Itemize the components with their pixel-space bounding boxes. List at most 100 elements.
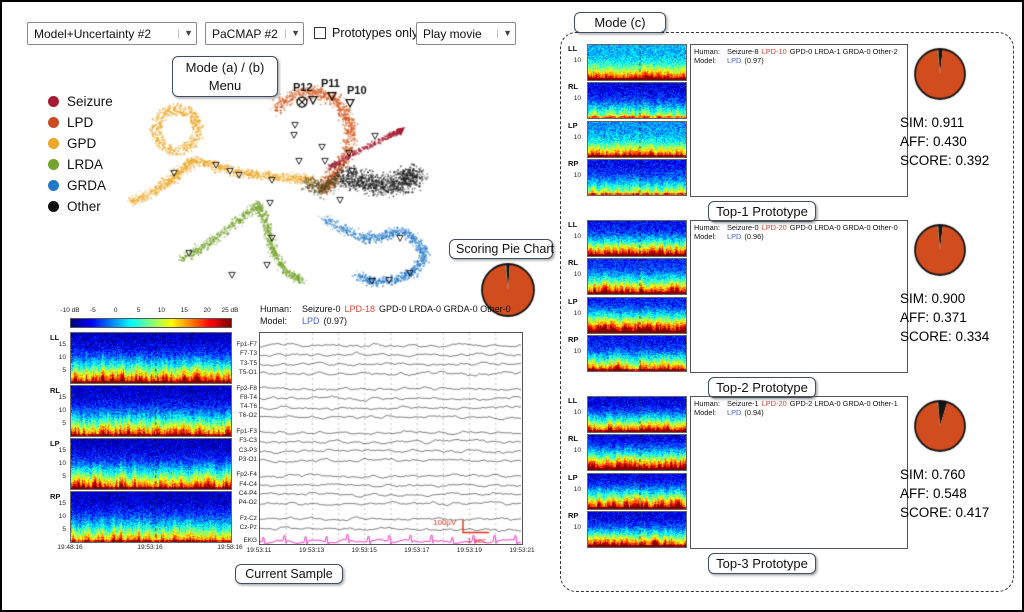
- scoring-pie-label: Scoring Pie Chart: [449, 239, 554, 259]
- current-eeg-panel[interactable]: [259, 332, 523, 545]
- proto-score-block: SIM: 0.760 AFF: 0.548 SCORE: 0.417: [900, 466, 989, 523]
- proto-spec-ytick: 10: [573, 309, 581, 317]
- proto-aff-value: AFF: 0.371: [900, 309, 967, 325]
- proto-spectrogram-lp: [587, 472, 687, 510]
- legend-item-label: LRDA: [67, 157, 104, 172]
- proto-spec-group-label-rp: RP: [568, 510, 579, 520]
- proto-spec-group-label-ll: LL: [568, 220, 578, 229]
- eeg-channel-label: C3-P3: [238, 446, 257, 454]
- proto-score-value: SCORE: 0.334: [900, 328, 990, 344]
- human-count-lpd: LPD-20: [761, 223, 787, 232]
- spectrogram-time-tick: 19:58:16: [217, 544, 243, 551]
- legend-item-lrda: LRDA: [48, 154, 113, 175]
- embedding-select[interactable]: PaCMAP #2 ▼: [205, 22, 304, 45]
- colorbar-tick: 20: [203, 307, 211, 314]
- legend-swatch-icon: [48, 138, 59, 149]
- proto-score-block: SIM: 0.911 AFF: 0.430 SCORE: 0.392: [900, 114, 989, 171]
- colorbar-tick: 5: [136, 307, 141, 314]
- proto-spec-group-label-rp: RP: [568, 334, 579, 344]
- chevron-down-icon: ▼: [497, 29, 512, 38]
- spectrogram-time-tick: 19:53:16: [137, 544, 163, 551]
- eeg-time-tick: 19:53:11: [246, 547, 272, 554]
- eeg-channel-label: C4-P4: [238, 489, 257, 497]
- proto-eeg-panel[interactable]: Human: Seizure-8 LPD-10 GPD-0 LRDA-1 GRDA-0…: [690, 44, 908, 197]
- eeg-channel-label: Fp1-F3: [236, 427, 257, 435]
- proto-spec-ytick: 10: [573, 447, 581, 455]
- current-sample-label-text: Current Sample: [245, 567, 333, 581]
- mode-c-label: Mode (c): [574, 12, 666, 33]
- current-sample-label: Current Sample: [235, 564, 343, 584]
- spectrogram-ytick: 15: [58, 447, 66, 454]
- proto-pie-chart: [912, 222, 968, 278]
- legend-swatch-icon: [48, 180, 59, 191]
- eeg-channel-label: P4-O2: [238, 499, 257, 507]
- eeg-time-tick: 19:53:17: [404, 547, 430, 554]
- spectrogram-group-label-rp: RP: [50, 492, 61, 501]
- spectrogram-ytick: 10: [58, 513, 66, 520]
- human-count-rest: GPD-2 LRDA-0 GRDA-0 Other-1: [789, 399, 898, 408]
- model-label: Model:: [260, 316, 288, 326]
- spectrogram-ll: [70, 332, 232, 384]
- proto-eeg-panel[interactable]: Human: Seizure-1 LPD-20 GPD-2 LRDA-0 GRDA-0…: [690, 396, 908, 549]
- proto-spectrogram-rp: [587, 510, 687, 548]
- proto-eeg-traces: [691, 45, 907, 196]
- proto-spec-group-label-rp: RP: [568, 158, 579, 168]
- model-confidence: (0.97): [744, 56, 764, 65]
- mode-c-panel-border: [560, 32, 1014, 592]
- proto-spec-ytick: 10: [573, 485, 581, 493]
- movie-select-value: Play movie: [423, 26, 482, 41]
- eeg-time-tick: 19:53:21: [509, 547, 535, 554]
- model-confidence: (0.94): [744, 408, 764, 417]
- proto-title-label: Top-2 Prototype: [708, 377, 816, 398]
- spectrogram-ytick: 10: [58, 354, 66, 361]
- proto-spec-ytick: 10: [573, 95, 581, 103]
- legend-item-grda: GRDA: [48, 175, 113, 196]
- prototypes-only-group: Prototypes only: [314, 26, 418, 40]
- pacmap-embedding-plot[interactable]: [117, 68, 537, 308]
- eeg-channel-label: T4-T6: [239, 403, 257, 411]
- proto-human-line: Human: Seizure-0 LPD-20 GPD-0 LRDA-0 GRDA-0…: [694, 223, 898, 232]
- eeg-channel-label: F8-T4: [239, 393, 257, 401]
- model-select[interactable]: Model+Uncertainty #2 ▼: [27, 22, 197, 45]
- spectrogram-time-tick: 19:48:16: [57, 544, 83, 551]
- movie-select[interactable]: Play movie ▼: [416, 22, 516, 45]
- proto-spec-ytick: 10: [573, 409, 581, 416]
- proto-spec-group-label-lp: LP: [568, 296, 578, 306]
- proto-spec-group-label-lp: LP: [568, 472, 578, 482]
- proto-spec-group-label-rl: RL: [568, 434, 578, 444]
- eeg-channel-label: T3-T5: [239, 359, 257, 367]
- proto-spectrogram-rp: [587, 334, 687, 372]
- eeg-time-tick: 19:53:19: [456, 547, 483, 554]
- prototypes-only-checkbox[interactable]: [314, 27, 326, 39]
- colorbar-tick: 15: [180, 307, 188, 314]
- proto-aff-value: AFF: 0.548: [900, 485, 967, 501]
- eeg-channel-label: Fp2-F8: [236, 384, 257, 392]
- proto-spectrogram-lp: [587, 296, 687, 334]
- spectrogram-rp: [70, 491, 232, 543]
- proto-spec-group-label-ll: LL: [568, 44, 578, 53]
- model-label: Model:: [694, 408, 717, 417]
- model-confidence: (0.97): [323, 316, 348, 326]
- eeg-channel-label: F7-T3: [239, 350, 257, 358]
- current-human-line: Human: Seizure-0 LPD-18 GPD-0 LRDA-0 GRD…: [260, 304, 511, 314]
- proto-spectrogram-rl: [587, 434, 687, 472]
- eeg-channel-label: Fz-Cz: [239, 514, 257, 522]
- model-select-value: Model+Uncertainty #2: [34, 26, 152, 41]
- human-count-seizure: Seizure-0: [727, 223, 759, 232]
- proto-eeg-panel[interactable]: Human: Seizure-0 LPD-20 GPD-0 LRDA-0 GRDA-0…: [690, 220, 908, 373]
- human-label: Human:: [694, 399, 720, 408]
- proto-spec-ytick: 10: [573, 171, 581, 179]
- human-count-seizure: Seizure-1: [727, 399, 759, 408]
- embedding-select-value: PaCMAP #2: [212, 26, 278, 41]
- eeg-channel-label: F3-C3: [239, 437, 257, 445]
- db-colorbar: [70, 318, 232, 328]
- human-count-seizure: Seizure-8: [727, 47, 759, 56]
- chevron-down-icon: ▼: [285, 29, 300, 38]
- legend-item-label: GRDA: [67, 178, 107, 193]
- spectrogram-ytick: 15: [58, 394, 66, 401]
- proto-spectrogram-ll: [587, 220, 687, 257]
- eeg-channel-label: Cz-Pz: [239, 524, 257, 532]
- model-class: LPD: [302, 316, 320, 326]
- spectrogram-ytick: 5: [62, 473, 66, 480]
